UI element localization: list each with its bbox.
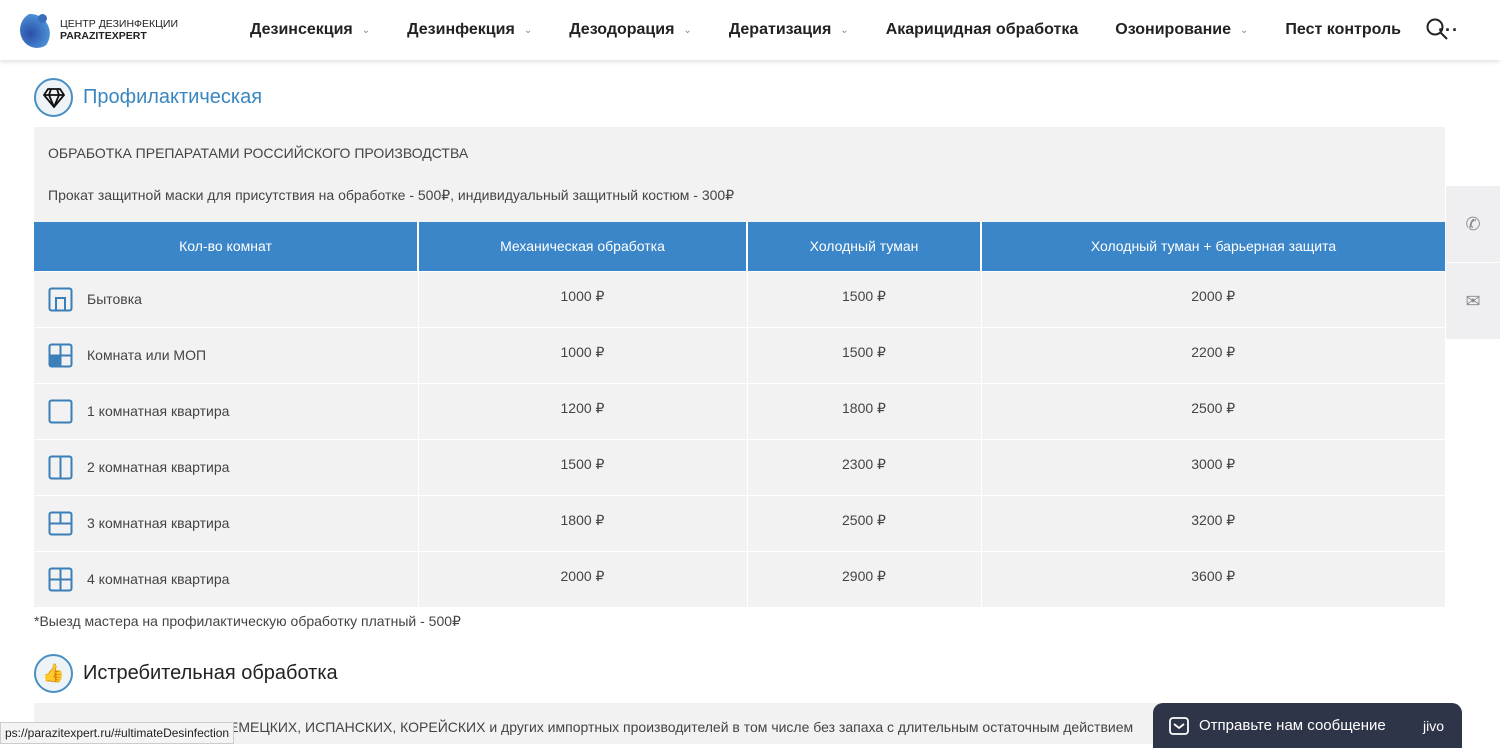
- section-title-text: Профилактическая: [83, 86, 263, 108]
- nav-item[interactable]: Акарицидная обработка: [886, 21, 1079, 39]
- price-cell: 1500 ₽: [417, 438, 747, 495]
- nav-item[interactable]: Дезодорация ⌄: [569, 21, 692, 39]
- thumbs-up-icon: 👍: [34, 654, 73, 693]
- price-cell: 2200 ₽: [980, 326, 1445, 383]
- nav-label: Дератизация: [728, 21, 832, 38]
- price-cell: 3000 ₽: [980, 438, 1445, 495]
- price-table: Кол-во комнат Механическая обработка Холод…: [34, 222, 1445, 607]
- room-name: 1 комнатная квартира: [87, 403, 230, 419]
- phone-icon: ✆: [1465, 213, 1481, 234]
- utility-room-icon: [48, 287, 73, 311]
- three-room-icon: [48, 511, 73, 535]
- room-cell: Бытовка: [34, 270, 418, 327]
- table-row: 2 комнатная квартира 1500 ₽2300 ₽3000 ₽: [34, 438, 1445, 495]
- section-title-preventive: Профилактическая: [34, 78, 262, 117]
- table-row: 1 комнатная квартира 1200 ₽1800 ₽2500 ₽: [34, 382, 1445, 439]
- room-name: 2 комнатная квартира: [87, 459, 230, 475]
- column-header: Кол-во комнат: [34, 222, 418, 271]
- chat-brand: jivo: [1422, 717, 1444, 734]
- nav-item[interactable]: Озонирование ⌄: [1115, 21, 1248, 39]
- nav-item[interactable]: Дезинфекция ⌄: [407, 21, 532, 39]
- chevron-down-icon: ⌄: [1240, 24, 1249, 36]
- one-room-icon: [48, 399, 73, 423]
- two-room-icon: [48, 455, 73, 479]
- chevron-down-icon: ⌄: [361, 24, 371, 36]
- column-header: Механическая обработка: [417, 222, 747, 271]
- room-name: 3 комнатная квартира: [87, 515, 230, 531]
- price-cell: 2300 ₽: [746, 438, 981, 495]
- nav-item[interactable]: Дератизация ⌄: [729, 21, 849, 39]
- chat-widget[interactable]: Отправьте нам сообщение jivo: [1153, 703, 1462, 748]
- chevron-down-icon: ⌄: [683, 24, 692, 36]
- nav-label: Акарицидная обработка: [885, 21, 1079, 38]
- room-name: 4 комнатная квартира: [87, 571, 230, 588]
- mail-icon: ✉: [1465, 290, 1481, 311]
- price-cell: 1000 ₽: [417, 270, 747, 327]
- nav-item[interactable]: Дезинсекция ⌄: [250, 21, 370, 39]
- logo-line1: ЦЕНТР ДЕЗИНФЕКЦИИ: [60, 18, 179, 30]
- nav-label: Дезодорация: [569, 21, 675, 38]
- table-row: Комната или МОП 1000 ₽1500 ₽2200 ₽: [34, 326, 1445, 383]
- footnote: *Выезд мастера на профилактическую обраб…: [34, 613, 461, 629]
- info-line: ЕМЕЦКИХ, ИСПАНСКИХ, КОРЕЙСКИХ и других и…: [229, 719, 1134, 735]
- room-name: Комната или МОП: [87, 347, 207, 363]
- room-name: Бытовка: [87, 291, 142, 307]
- logo[interactable]: ЦЕНТР ДЕЗИНФЕКЦИИ PARAZITEXPERT: [20, 12, 178, 48]
- table-row: 4 комнатная квартира 2000 ₽2900 ₽3600 ₽: [34, 550, 1445, 607]
- info-line: Прокат защитной маски для присутствия на…: [48, 187, 735, 203]
- phone-call-button[interactable]: ✆: [1446, 186, 1500, 262]
- room-cell: Комната или МОП: [34, 326, 418, 383]
- table-row: 3 комнатная квартира 1800 ₽2500 ₽3200 ₽: [34, 494, 1445, 551]
- price-cell: 2500 ₽: [980, 382, 1445, 439]
- price-cell: 3600 ₽: [980, 550, 1445, 607]
- email-button[interactable]: ✉: [1446, 263, 1500, 339]
- section-title-extermination: 👍 Истребительная обработка: [34, 654, 338, 693]
- chevron-down-icon: ⌄: [840, 24, 849, 36]
- price-cell: 1500 ₽: [746, 326, 981, 383]
- column-header: Холодный туман: [746, 222, 981, 271]
- chevron-down-icon: ⌄: [523, 24, 533, 36]
- price-cell: 1200 ₽: [417, 382, 747, 439]
- logo-line2: PARAZITEXPERT: [60, 30, 147, 42]
- nav-label: Дезинсекция: [250, 21, 353, 38]
- room-cell: 3 комнатная квартира: [34, 494, 418, 551]
- main-nav: Дезинсекция ⌄ Дезинфекция ⌄ Дезодорация ⌄ Дера…: [250, 0, 1459, 60]
- site-header: ЦЕНТР ДЕЗИНФЕКЦИИ PARAZITEXPERT Дезинсекц…: [0, 0, 1500, 60]
- price-cell: 2500 ₽: [746, 494, 981, 551]
- nav-label: Пест контроль: [1285, 21, 1401, 38]
- nav-item[interactable]: Пест контроль: [1285, 21, 1401, 39]
- chat-label: Отправьте нам сообщение: [1199, 717, 1386, 734]
- price-cell: 2000 ₽: [980, 270, 1445, 327]
- logo-mark: [20, 12, 54, 48]
- table-row: Бытовка 1000 ₽1500 ₽2000 ₽: [34, 270, 1445, 327]
- message-icon: [1169, 716, 1189, 735]
- room-cell: 2 комнатная квартира: [34, 438, 418, 495]
- status-bar-url: ps://parazitexpert.ru/#ultimateDesinfect…: [0, 722, 235, 744]
- price-cell: 1500 ₽: [746, 270, 981, 327]
- search-icon[interactable]: [1426, 18, 1448, 40]
- price-cell: 3200 ₽: [980, 494, 1445, 551]
- room-icon: [48, 343, 73, 367]
- price-cell: 1800 ₽: [746, 382, 981, 439]
- info-line: ОБРАБОТКА ПРЕПАРАТАМИ РОССИЙСКОГО ПРОИЗВ…: [48, 145, 469, 161]
- price-cell: 1000 ₽: [417, 326, 747, 383]
- nav-label: Озонирование: [1115, 21, 1232, 38]
- price-cell: 2900 ₽: [746, 550, 981, 607]
- section-title-text: Истребительная обработка: [83, 662, 338, 684]
- logo-text: ЦЕНТР ДЕЗИНФЕКЦИИ PARAZITEXPERT: [60, 18, 178, 42]
- price-cell: 2000 ₽: [417, 550, 747, 607]
- nav-label: Дезинфекция: [407, 21, 515, 38]
- four-room-icon: [48, 567, 73, 592]
- price-cell: 1800 ₽: [417, 494, 747, 551]
- room-cell: 4 комнатная квартира: [34, 550, 418, 607]
- diamond-icon: [34, 78, 73, 117]
- room-cell: 1 комнатная квартира: [34, 382, 418, 439]
- column-header: Холодный туман + барьерная защита: [980, 222, 1445, 271]
- info-box: ОБРАБОТКА ПРЕПАРАТАМИ РОССИЙСКОГО ПРОИЗВ…: [34, 127, 1445, 222]
